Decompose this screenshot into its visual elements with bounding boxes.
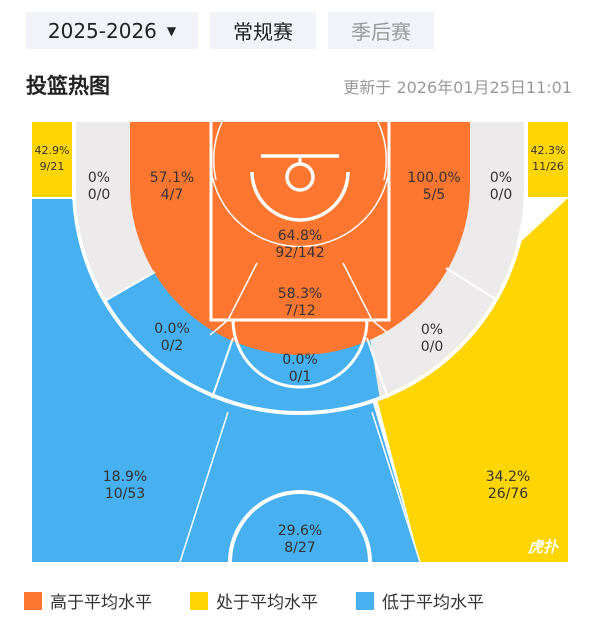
restricted-area-arc: [250, 171, 350, 222]
left-wing-pct: 0%: [88, 170, 110, 186]
left-wing-made: 0/0: [88, 187, 111, 203]
left-three-pct: 18.9%: [103, 469, 147, 485]
legend-above-average: 高于平均水平: [24, 588, 152, 613]
free-throw-circle: [231, 319, 369, 389]
left-mid-pct: 57.1%: [150, 170, 194, 186]
mid-divider-left: [209, 319, 229, 336]
right-wing-made: 0/0: [490, 187, 513, 203]
right-center-made: 0/0: [421, 339, 444, 355]
paint-outline: [209, 122, 391, 322]
legend-swatch-below: [356, 591, 374, 610]
legend-swatch-average: [190, 591, 208, 610]
right-wing-pct: 0%: [490, 170, 512, 186]
restricted-outer-line: [210, 169, 390, 248]
top-three-pct: 29.6%: [278, 523, 322, 539]
rim: [285, 162, 315, 192]
left-center-made: 0/2: [161, 338, 184, 354]
zone-left-corner-three[interactable]: [32, 122, 72, 198]
three-point-line: [72, 122, 528, 415]
long-two-divider-left: [211, 337, 234, 399]
right-center-pct: 0%: [421, 322, 443, 338]
long-two-divider-right: [366, 337, 389, 399]
updated-timestamp: 更新于 2026年01月25日11:01: [343, 78, 572, 97]
right-corner-pct: 42.3%: [531, 144, 566, 157]
zone-restricted[interactable]: [211, 122, 389, 277]
legend-label: 高于平均水平: [50, 593, 152, 613]
left-mid-made: 4/7: [161, 187, 184, 203]
paint-divider-left: [227, 262, 258, 321]
restricted-made: 92/142: [275, 245, 324, 261]
top-two-made: 0/1: [289, 369, 312, 385]
legend-average: 处于平均水平: [190, 588, 318, 613]
three-divider-left: [179, 411, 229, 562]
legend-below-average: 低于平均水平: [356, 588, 484, 613]
hupu-logo: 虎扑: [527, 538, 560, 556]
zone-labels: 42.9% 9/21 42.3% 11/26 0% 0/0 0% 0/0 57.…: [35, 144, 566, 556]
right-corner-made: 11/26: [532, 160, 564, 173]
zone-right-corner-three[interactable]: [528, 122, 568, 198]
left-three-made: 10/53: [105, 486, 145, 502]
mid-divider-right: [371, 319, 391, 336]
tab-regular-season[interactable]: 常规赛: [210, 12, 316, 49]
legend-swatch-above: [24, 591, 42, 610]
right-three-pct: 34.2%: [486, 469, 530, 485]
legend: 高于平均水平 处于平均水平 低于平均水平: [24, 588, 484, 613]
paint-divider-right: [342, 262, 373, 321]
legend-label: 处于平均水平: [216, 593, 318, 613]
restricted-pct: 64.8%: [278, 228, 322, 244]
wing-divider-right: [445, 267, 498, 301]
right-mid-pct: 100.0%: [407, 170, 460, 186]
top-bar: 2025-2026 ▼ 常规赛 季后赛: [26, 12, 434, 49]
paint-made: 7/12: [284, 303, 315, 319]
right-three-made: 26/76: [488, 486, 528, 502]
section-title: 投篮热图: [26, 74, 110, 98]
paint-pct: 58.3%: [278, 286, 322, 302]
top-three-made: 8/27: [284, 540, 315, 556]
chevron-down-icon: ▼: [166, 23, 177, 38]
left-corner-pct: 42.9%: [35, 144, 70, 157]
wing-divider-left: [102, 271, 156, 303]
season-dropdown[interactable]: 2025-2026 ▼: [26, 12, 198, 49]
restricted-upper-arc: [212, 122, 223, 181]
center-circle: [228, 490, 372, 562]
zone-top-three[interactable]: [180, 400, 420, 562]
right-mid-made: 5/5: [423, 187, 446, 203]
left-center-pct: 0.0%: [154, 321, 190, 337]
top-two-pct: 0.0%: [282, 352, 318, 368]
season-label: 2025-2026: [47, 18, 157, 43]
tab-playoffs[interactable]: 季后赛: [328, 12, 434, 49]
three-divider-right: [371, 411, 421, 562]
legend-label: 低于平均水平: [382, 593, 484, 613]
zone-right-three[interactable]: [372, 198, 568, 562]
restricted-upper-arc-r: [377, 122, 388, 181]
left-corner-made: 9/21: [40, 160, 65, 173]
